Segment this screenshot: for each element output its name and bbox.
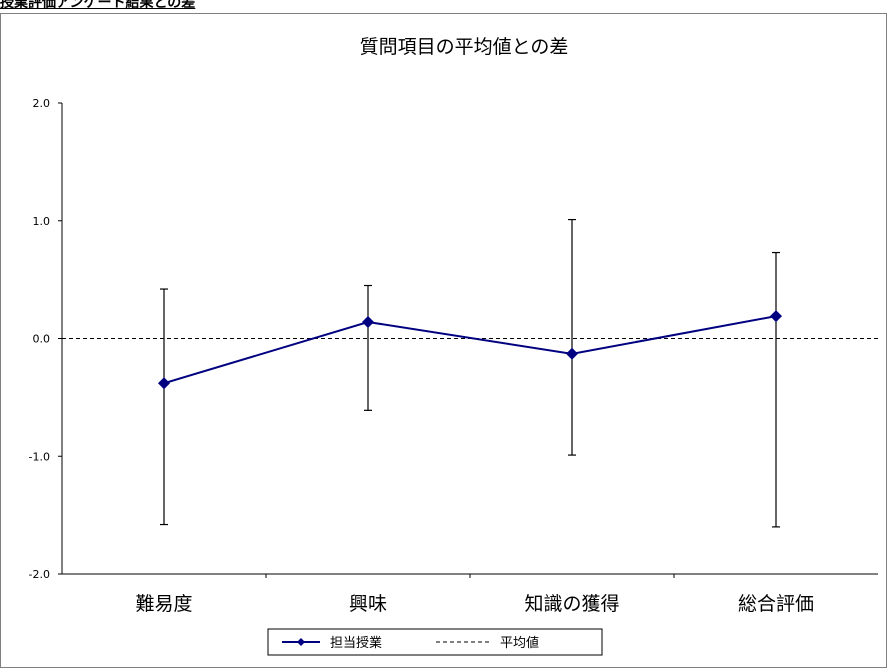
data-point bbox=[362, 316, 374, 329]
legend-box bbox=[267, 628, 603, 656]
legend-series-label: 担当授業 bbox=[330, 635, 382, 651]
y-tick-label: 2.0 bbox=[33, 97, 51, 110]
data-point bbox=[158, 377, 170, 390]
data-point bbox=[770, 310, 782, 323]
y-tick-label: -1.0 bbox=[29, 450, 50, 463]
x-tick-label: 知識の獲得 bbox=[524, 593, 619, 615]
y-tick-label: -2.0 bbox=[29, 568, 50, 581]
header-text: 授業評価アンケート結果との差 bbox=[0, 0, 196, 11]
header-strip: 授業評価アンケート結果との差 bbox=[0, 0, 300, 14]
x-tick-label: 興味 bbox=[349, 593, 387, 615]
y-tick-label: 0.0 bbox=[33, 333, 51, 346]
series-line bbox=[163, 315, 777, 385]
y-tick-label: 1.0 bbox=[33, 215, 51, 228]
x-tick-label: 難易度 bbox=[135, 593, 192, 615]
x-tick-label: 総合評価 bbox=[738, 593, 814, 615]
data-point bbox=[566, 347, 578, 360]
legend-series-marker bbox=[297, 638, 305, 646]
chart-title: 質問項目の平均値との差 bbox=[360, 36, 569, 58]
chart-frame bbox=[0, 13, 887, 668]
legend-reference-label: 平均値 bbox=[500, 635, 539, 651]
